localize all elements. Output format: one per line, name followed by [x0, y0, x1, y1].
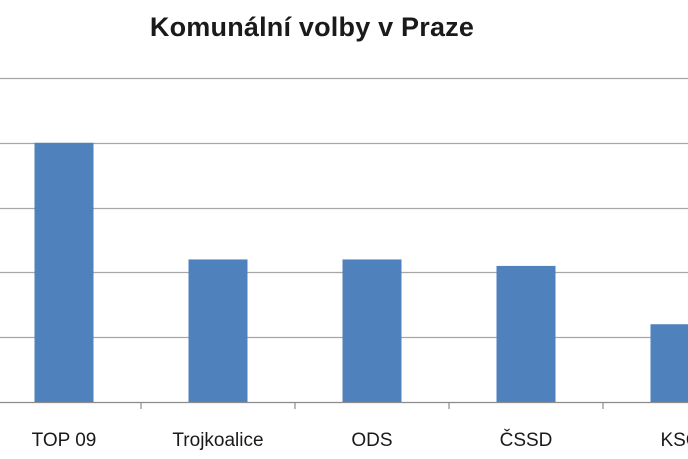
- bars: [34, 142, 688, 403]
- bar-1: [188, 259, 248, 402]
- x-axis: [0, 401, 688, 409]
- category-label-3: ČSSD: [500, 429, 553, 451]
- category-label-1: Trojkoalice: [172, 430, 263, 451]
- bar-4: [650, 324, 688, 402]
- chart-title: Komunální volby v Praze: [149, 12, 475, 42]
- category-label-2: ODS: [351, 430, 392, 451]
- category-labels: TOP 09 Trojkoalice ODS ČSSD KSČ: [32, 429, 688, 451]
- category-label-0: TOP 09: [32, 430, 97, 451]
- bar-3: [496, 265, 556, 402]
- bar-2: [342, 259, 402, 402]
- bar-0: [34, 142, 94, 403]
- category-label-4: KSČ: [660, 429, 688, 451]
